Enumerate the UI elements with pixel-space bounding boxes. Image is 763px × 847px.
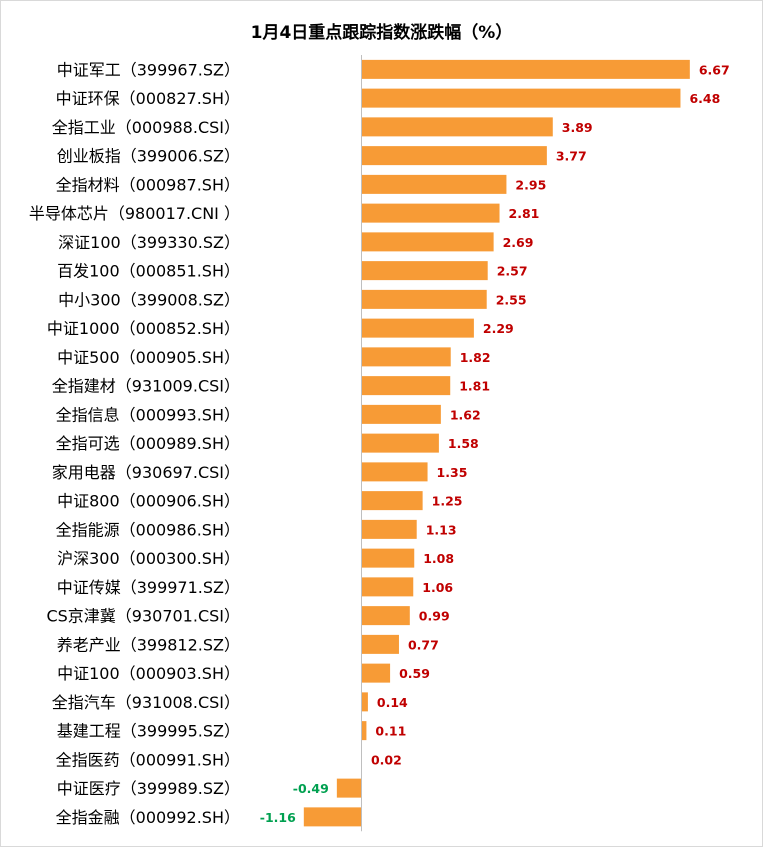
category-label: CS京津冀（930701.CSI）	[46, 607, 240, 626]
bar	[361, 491, 423, 511]
category-label: 中证环保（000827.SH）	[56, 89, 240, 108]
category-label: 中证医疗（399989.SZ）	[57, 779, 240, 798]
category-label: 全指信息（000993.SH）	[56, 405, 240, 424]
bar	[361, 721, 367, 741]
data-label: 0.99	[419, 609, 450, 624]
category-label: 全指能源（000986.SH）	[56, 520, 240, 539]
data-label: 0.14	[377, 695, 408, 710]
data-label: 1.82	[460, 350, 491, 365]
data-label: 6.67	[699, 62, 730, 77]
bar	[303, 807, 361, 827]
bar	[361, 404, 441, 424]
category-label: 中证军工（399967.SZ）	[57, 60, 240, 79]
bar	[361, 347, 451, 367]
data-label: 0.77	[408, 637, 439, 652]
category-label: 全指建材（931009.CSI）	[52, 377, 240, 396]
bar	[361, 318, 474, 338]
data-label: 0.59	[399, 666, 430, 681]
category-label: 中小300（399008.SZ）	[58, 290, 240, 309]
category-label: 基建工程（399995.SZ）	[57, 722, 240, 741]
data-label: 1.08	[423, 551, 454, 566]
bar	[361, 433, 439, 453]
category-label: 全指工业（000988.CSI）	[52, 118, 240, 137]
bar	[361, 232, 494, 252]
category-label: 中证1000（000852.SH）	[47, 319, 240, 338]
data-label: 2.57	[497, 264, 528, 279]
data-label: 6.48	[689, 91, 720, 106]
bar	[361, 174, 507, 194]
data-label: -1.16	[260, 810, 296, 825]
category-label: 创业板指（399006.SZ）	[57, 147, 240, 166]
bar	[361, 519, 417, 539]
data-label: 2.29	[483, 321, 514, 336]
bar	[361, 146, 547, 166]
data-label: 1.35	[437, 465, 468, 480]
category-label: 家用电器（930697.CSI）	[52, 463, 240, 482]
category-label: 中证800（000906.SH）	[57, 492, 240, 511]
bar	[361, 692, 368, 712]
data-label: 0.11	[375, 724, 406, 739]
bar	[361, 663, 391, 683]
category-label: 养老产业（399812.SZ）	[57, 635, 240, 654]
data-label: 2.81	[509, 206, 540, 221]
bar	[361, 88, 681, 108]
bar	[336, 778, 361, 798]
data-label: 1.62	[450, 407, 481, 422]
bar	[361, 376, 451, 396]
bar	[361, 548, 415, 568]
category-label: 中证传媒（399971.SZ）	[57, 578, 240, 597]
category-label: 百发100（000851.SH）	[57, 262, 240, 281]
category-label: 沪深300（000300.SH）	[57, 549, 240, 568]
category-label: 全指可选（000989.SH）	[56, 434, 240, 453]
data-label: 1.25	[432, 494, 463, 509]
chart-title: 1月4日重点跟踪指数涨跌幅（%）	[250, 23, 513, 43]
data-label: 3.89	[562, 120, 593, 135]
data-label: 2.69	[503, 235, 534, 250]
category-label: 全指金融（000992.SH）	[56, 808, 240, 827]
data-label: 2.95	[515, 177, 546, 192]
bar	[361, 634, 399, 654]
bar	[361, 117, 553, 137]
category-label: 深证100（399330.SZ）	[58, 233, 240, 252]
category-label: 中证500（000905.SH）	[57, 348, 240, 367]
bar	[361, 462, 428, 482]
data-label: -0.49	[293, 781, 329, 796]
data-label: 0.02	[371, 752, 402, 767]
category-label: 全指材料（000987.SH）	[56, 175, 240, 194]
data-label: 1.81	[459, 379, 490, 394]
bar	[361, 577, 414, 597]
data-label: 3.77	[556, 149, 587, 164]
data-label: 1.58	[448, 436, 479, 451]
bar	[361, 289, 487, 309]
bar	[361, 203, 500, 223]
data-label: 1.06	[422, 580, 453, 595]
data-label: 2.55	[496, 292, 527, 307]
data-label: 1.13	[426, 522, 457, 537]
bar	[361, 59, 690, 79]
category-label: 全指汽车（931008.CSI）	[52, 693, 240, 712]
bar	[361, 606, 410, 626]
category-label: 半导体芯片（980017.CNI ）	[29, 204, 240, 223]
bar	[361, 261, 488, 281]
category-label: 中证100（000903.SH）	[57, 664, 240, 683]
category-label: 全指医药（000991.SH）	[56, 750, 240, 769]
